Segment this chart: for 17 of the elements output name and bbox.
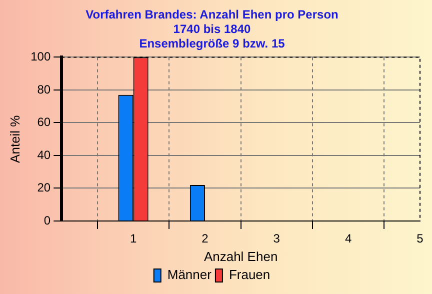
y-tick-label: 60 [37,115,51,130]
y-tick-label: 80 [37,82,51,96]
y-tick-label: 0 [44,213,51,228]
x-tick-label: 3 [273,232,280,246]
x-tick-label: 1 [130,232,137,246]
x-tick-label: 2 [202,232,209,246]
x-tick-label: 5 [416,232,424,246]
y-tick-label: 20 [37,180,51,195]
y-tick-label: 100 [30,50,51,64]
x-tick-label: 4 [344,232,352,246]
chart-title: Vorfahren Brandes: Anzahl Ehen pro Person [86,8,338,22]
x-axis-title: Anzahl Ehen [204,248,278,264]
legend-label: Frauen [228,267,270,282]
y-tick-label: 40 [37,148,51,162]
chart-subtitle: 1740 bis 1840 Ensemblegröße 9 bzw. 15 [139,22,286,50]
legend-label: Männer [167,267,212,282]
y-axis-title: Anteil % [7,114,22,163]
